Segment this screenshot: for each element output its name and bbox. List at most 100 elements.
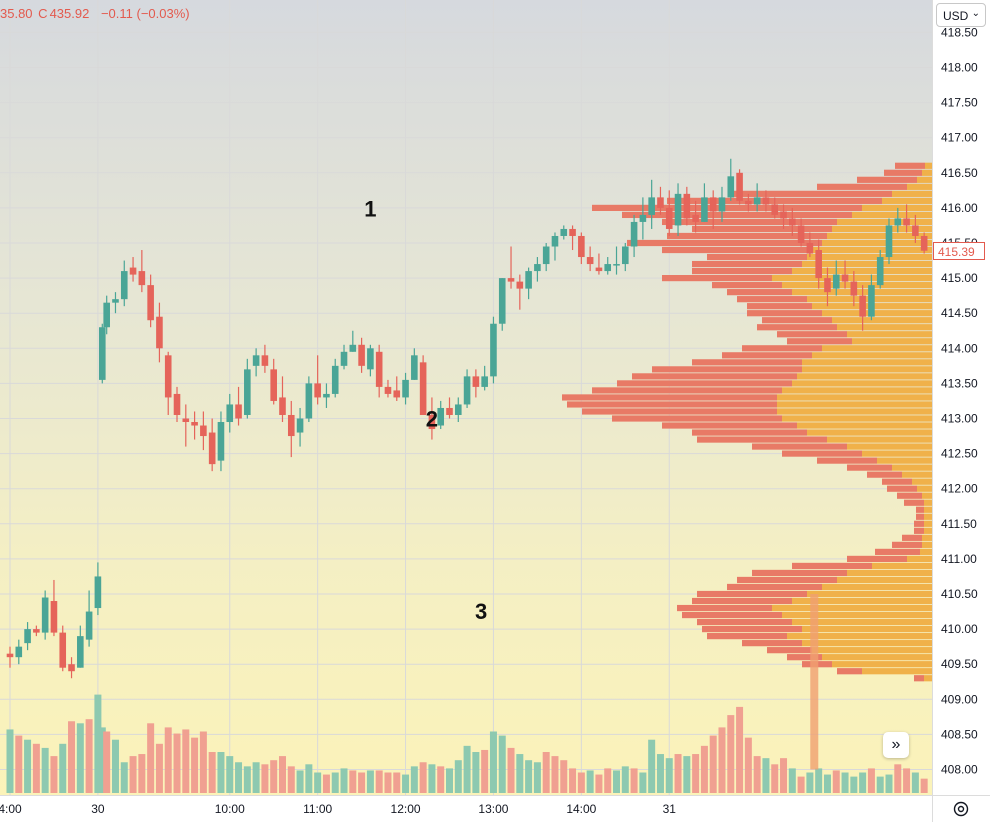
profile-row-down	[697, 590, 807, 598]
scroll-to-realtime-button[interactable]: »	[883, 732, 909, 758]
volume-bar	[639, 772, 647, 793]
profile-row-down	[914, 527, 924, 534]
volume-bar	[903, 768, 911, 793]
profile-row-down	[692, 359, 802, 366]
price-tick-label: 417.50	[941, 96, 978, 110]
candle-body	[876, 257, 884, 286]
volume-bar	[331, 772, 339, 793]
time-axis[interactable]: 4:00 30 10:00 11:00 12:00 13:00 14:00 31	[0, 795, 932, 822]
profile-row-up	[822, 239, 932, 247]
profile-row-down	[882, 478, 912, 485]
profile-row-up	[892, 464, 932, 471]
volume-bar	[498, 735, 506, 793]
volume-bar	[648, 739, 656, 793]
profile-row-up	[922, 541, 932, 548]
candle-body	[569, 228, 576, 236]
volume-bar	[428, 764, 436, 793]
candle-body	[94, 576, 102, 609]
volume-bar	[138, 754, 146, 793]
volume-bar	[437, 766, 445, 793]
candle-body	[850, 281, 858, 296]
profile-row-up	[922, 169, 932, 176]
candle-body	[683, 193, 691, 219]
volume-bar	[674, 754, 682, 793]
profile-row-down	[692, 429, 807, 436]
gear-icon[interactable]	[952, 800, 970, 818]
profile-row-up	[822, 345, 932, 352]
candle-body	[138, 271, 146, 286]
close-value: 435.92	[49, 6, 90, 21]
profile-row-up	[802, 640, 932, 647]
volume-bar	[68, 721, 76, 793]
profile-row-down	[732, 190, 892, 197]
currency-selector[interactable]: USD ⌄	[936, 3, 986, 27]
volume-bar	[753, 756, 761, 793]
candle-body	[789, 218, 796, 226]
profile-row-up	[912, 478, 932, 485]
candle-body	[525, 271, 532, 289]
price-axis[interactable]: 408.00 408.50 409.00 409.50 410.00 410.50 411.…	[932, 0, 990, 795]
candle-body	[411, 355, 418, 380]
candle-body	[402, 379, 409, 398]
volume-bar	[182, 729, 190, 793]
profile-row-up	[822, 654, 932, 661]
volume-bar	[692, 754, 700, 793]
profile-row-up	[792, 289, 932, 296]
profile-row-down	[562, 394, 777, 401]
volume-bar	[516, 754, 524, 793]
candle-body	[727, 176, 735, 198]
volume-bar	[718, 727, 726, 793]
volume-bar	[375, 770, 383, 793]
profile-row-up	[847, 569, 932, 577]
profile-row-up	[882, 197, 932, 204]
profile-row-up	[892, 190, 932, 197]
candle-body	[507, 278, 515, 282]
candles	[6, 158, 928, 679]
price-tick-label: 413.00	[941, 412, 978, 426]
profile-row-up	[922, 492, 932, 499]
volume-bar	[94, 694, 102, 793]
profile-row-up	[924, 513, 932, 520]
open-partial-value: 35.80	[0, 6, 33, 21]
profile-row-up	[772, 604, 932, 612]
volume-bar	[489, 731, 497, 793]
price-tick-label: 409.50	[941, 657, 978, 671]
profile-row-up	[925, 162, 932, 169]
volume-bar	[358, 772, 366, 793]
profile-row-up	[924, 527, 932, 534]
volume-bar	[129, 756, 137, 793]
candle-body	[622, 246, 629, 265]
candle-body	[323, 393, 330, 398]
candle-body	[806, 243, 814, 254]
time-tick-label: 13:00	[478, 802, 508, 816]
profile-row-down	[747, 303, 812, 310]
candle-body	[112, 299, 119, 303]
candle-body	[674, 193, 682, 226]
profile-row-up	[852, 211, 932, 219]
volume-bar	[507, 747, 515, 793]
profile-row-down	[857, 176, 917, 183]
price-chart[interactable]: 1 2 3	[0, 0, 932, 795]
price-tick-label: 417.00	[941, 131, 978, 145]
profile-row-down	[707, 633, 787, 640]
candle-body	[736, 172, 743, 201]
chart-area[interactable]: 1 2 3 35.80 C 435.92 −0.11 (−0.03%) »	[0, 0, 932, 795]
price-tick-label: 416.00	[941, 201, 978, 215]
volume-bar	[243, 766, 251, 793]
volume-bar	[472, 752, 480, 793]
profile-row-up	[924, 499, 932, 506]
volume-bar	[98, 727, 106, 793]
volume-bar	[305, 764, 313, 793]
candle-body	[33, 629, 40, 633]
volume-bar	[551, 756, 559, 793]
candle-body	[349, 344, 357, 352]
profile-row-down	[737, 576, 837, 584]
candle-body	[340, 351, 348, 366]
candle-body	[578, 235, 585, 258]
profile-row-down	[887, 485, 917, 492]
volume-bar	[656, 754, 664, 793]
profile-row-down	[884, 169, 922, 176]
time-tick-label: 11:00	[303, 802, 332, 816]
volume-bar	[15, 735, 23, 793]
candle-body	[182, 418, 190, 423]
